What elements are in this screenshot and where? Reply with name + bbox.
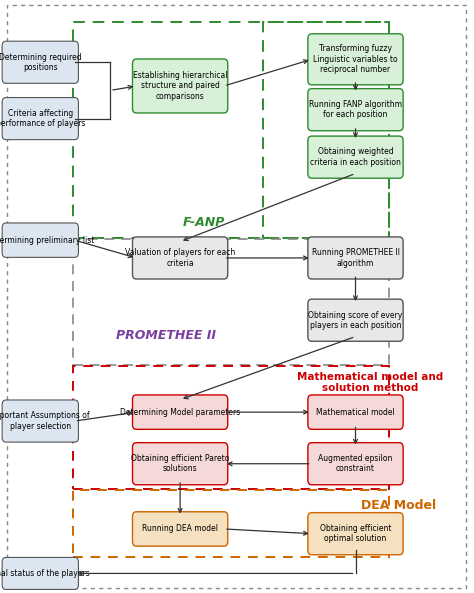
Text: F-ANP: F-ANP xyxy=(182,216,225,229)
FancyBboxPatch shape xyxy=(2,42,78,83)
FancyBboxPatch shape xyxy=(132,59,228,113)
Text: Mathematical model: Mathematical model xyxy=(316,407,395,417)
Text: Valuation of players for each
criteria: Valuation of players for each criteria xyxy=(125,248,235,267)
FancyBboxPatch shape xyxy=(308,136,403,178)
FancyBboxPatch shape xyxy=(132,512,228,546)
FancyBboxPatch shape xyxy=(132,395,228,429)
FancyBboxPatch shape xyxy=(308,34,403,85)
Text: Determining Model parameters: Determining Model parameters xyxy=(120,407,240,417)
Text: DEA Model: DEA Model xyxy=(361,499,436,512)
FancyBboxPatch shape xyxy=(308,442,403,485)
Text: Obtaining weighted
criteria in each position: Obtaining weighted criteria in each posi… xyxy=(310,148,401,167)
Text: PROMETHEE II: PROMETHEE II xyxy=(116,329,216,342)
Text: Determining required
positions: Determining required positions xyxy=(0,53,82,72)
FancyBboxPatch shape xyxy=(132,237,228,279)
Text: Important Assumptions of
player selection: Important Assumptions of player selectio… xyxy=(0,412,90,431)
Text: Establishing hierarchical
structure and paired
comparisons: Establishing hierarchical structure and … xyxy=(133,71,228,101)
FancyBboxPatch shape xyxy=(308,395,403,429)
FancyBboxPatch shape xyxy=(308,512,403,555)
Text: Determining preliminary list: Determining preliminary list xyxy=(0,235,94,245)
Text: Augmented epsilon
constraint: Augmented epsilon constraint xyxy=(319,454,392,473)
Text: Running PROMETHEE II
algorithm: Running PROMETHEE II algorithm xyxy=(311,248,400,267)
Text: Obtaining efficient Pareto
solutions: Obtaining efficient Pareto solutions xyxy=(131,454,229,473)
FancyBboxPatch shape xyxy=(308,299,403,342)
Text: Running DEA model: Running DEA model xyxy=(142,524,218,534)
Text: Running FANP algorithm
for each position: Running FANP algorithm for each position xyxy=(309,100,402,119)
FancyBboxPatch shape xyxy=(2,97,78,139)
FancyBboxPatch shape xyxy=(2,400,78,442)
FancyBboxPatch shape xyxy=(308,237,403,279)
Text: Obtaining score of every
players in each position: Obtaining score of every players in each… xyxy=(309,311,402,330)
FancyBboxPatch shape xyxy=(2,557,78,589)
Text: Criteria affecting
performance of players: Criteria affecting performance of player… xyxy=(0,109,85,128)
FancyBboxPatch shape xyxy=(132,442,228,485)
Text: Mathematical model and
solution method: Mathematical model and solution method xyxy=(297,372,443,393)
Text: Obtaining efficient
optimal solution: Obtaining efficient optimal solution xyxy=(320,524,391,543)
FancyBboxPatch shape xyxy=(2,223,78,257)
Text: Final status of the players: Final status of the players xyxy=(0,569,90,578)
FancyBboxPatch shape xyxy=(308,89,403,131)
Text: Transforming fuzzy
Linguistic variables to
reciprocal number: Transforming fuzzy Linguistic variables … xyxy=(313,44,398,74)
